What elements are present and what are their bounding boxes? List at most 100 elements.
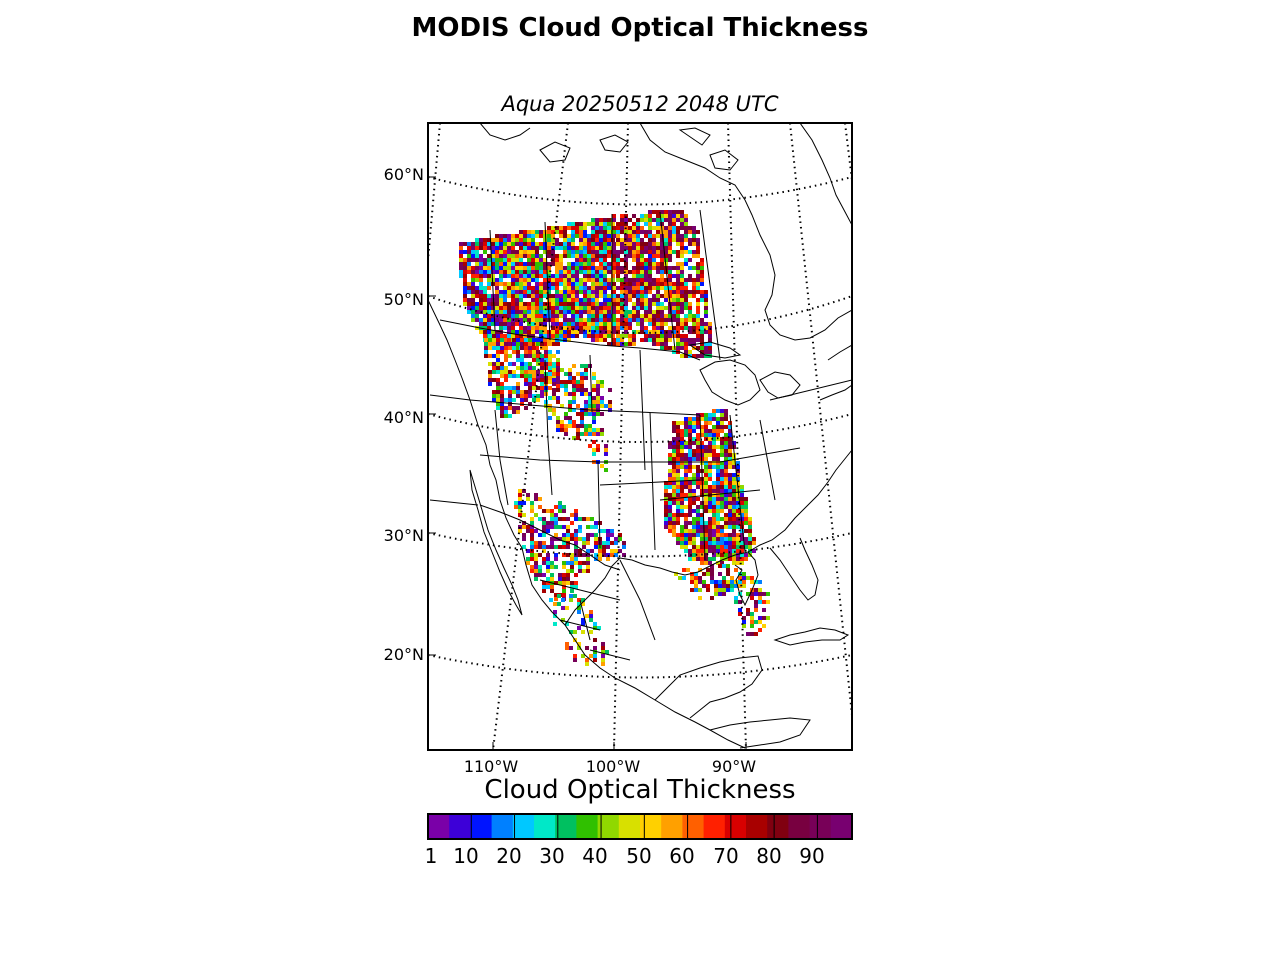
cloud-pixel (628, 338, 632, 342)
cloud-pixel (523, 242, 527, 246)
cloud-pixel (491, 242, 495, 246)
cloud-pixel (535, 338, 539, 342)
cloud-pixel (720, 549, 724, 553)
cloud-pixel (522, 521, 526, 525)
cloud-pixel (496, 378, 500, 382)
cloud-pixel (722, 564, 726, 568)
cloud-pixel (668, 330, 672, 334)
cloud-pixel (580, 392, 584, 396)
cloud-pixel (504, 370, 508, 374)
cloud-pixel (676, 226, 680, 230)
cloud-pixel (603, 246, 607, 250)
cloud-pixel (720, 477, 724, 481)
cloud-pixel (503, 306, 507, 310)
cloud-pixel (584, 412, 588, 416)
cloud-pixel (608, 388, 612, 392)
cloud-pixel (562, 525, 566, 529)
cloud-pixel (587, 266, 591, 270)
cloud-pixel (527, 230, 531, 234)
cloud-pixel (696, 433, 700, 437)
cloud-pixel (616, 266, 620, 270)
cloud-pixel (700, 429, 704, 433)
cloud-pixel (702, 580, 706, 584)
cloud-pixel (579, 322, 583, 326)
cloud-pixel (700, 449, 704, 453)
cloud-pixel (562, 537, 566, 541)
cloud-pixel (690, 588, 694, 592)
cloud-pixel (640, 238, 644, 242)
cloud-pixel (587, 274, 591, 278)
cloud-pixel (591, 230, 595, 234)
cloud-pixel (483, 310, 487, 314)
cloud-pixel (603, 262, 607, 266)
cloud-pixel (664, 509, 668, 513)
cloud-pixel (583, 274, 587, 278)
cloud-pixel (684, 298, 688, 302)
cloud-pixel (616, 338, 620, 342)
cloud-pixel (504, 354, 508, 358)
cloud-pixel (523, 306, 527, 310)
cloud-pixel (624, 262, 628, 266)
cloud-pixel (562, 517, 566, 521)
cloud-pixel (487, 322, 491, 326)
cloud-pixel (530, 533, 534, 537)
cloud-pixel (696, 282, 700, 286)
cloud-pixel (684, 342, 688, 346)
cloud-pixel (561, 618, 565, 622)
cloud-pixel (736, 465, 740, 469)
cloud-pixel (555, 282, 559, 286)
cloud-pixel (542, 573, 546, 577)
cloud-pixel (499, 254, 503, 258)
cloud-pixel (535, 250, 539, 254)
cloud-pixel (551, 226, 555, 230)
cloud-pixel (672, 421, 676, 425)
cloud-pixel (754, 592, 758, 596)
cloud-pixel (712, 413, 716, 417)
cloud-pixel (531, 262, 535, 266)
cloud-pixel (548, 396, 552, 400)
cloud-pixel (584, 404, 588, 408)
cloud-pixel (583, 294, 587, 298)
cloud-pixel (567, 306, 571, 310)
cloud-pixel (620, 246, 624, 250)
cloud-pixel (736, 513, 740, 517)
cloud-pixel (583, 286, 587, 290)
cloud-pixel (692, 326, 696, 330)
cloud-pixel (704, 425, 708, 429)
cloud-pixel (559, 314, 563, 318)
central-america (709, 717, 811, 749)
cloud-pixel (543, 334, 547, 338)
cloud-pixel (495, 270, 499, 274)
cloud-pixel (495, 238, 499, 242)
colorbar-segment (640, 814, 662, 839)
cloud-pixel (644, 214, 648, 218)
state-lines (429, 349, 852, 561)
cloud-pixel (595, 322, 599, 326)
cloud-pixel (684, 222, 688, 226)
cloud-pixel (507, 342, 511, 346)
cloud-pixel (612, 230, 616, 234)
cloud-pixel (579, 286, 583, 290)
cloud-pixel (576, 412, 580, 416)
cloud-pixel (726, 568, 730, 572)
cloud-pixel (603, 326, 607, 330)
cloud-pixel (530, 537, 534, 541)
cloud-pixel (612, 226, 616, 230)
cloud-pixel (583, 322, 587, 326)
cloud-pixel (559, 234, 563, 238)
cloud-pixel (754, 608, 758, 612)
cloud-pixel (640, 294, 644, 298)
cloud-pixel (696, 513, 700, 517)
cloud-pixel (640, 322, 644, 326)
cloud-pixel (536, 398, 540, 402)
cloud-pixel (500, 350, 504, 354)
cloud-pixel (524, 406, 528, 410)
cloud-pixel (577, 598, 581, 602)
cloud-pixel (571, 226, 575, 230)
cloud-pixel (603, 222, 607, 226)
cloud-pixel (684, 421, 688, 425)
cloud-pixel (636, 282, 640, 286)
cloud-pixel (483, 250, 487, 254)
cloud-pixel (531, 318, 535, 322)
cloud-pixel (720, 473, 724, 477)
